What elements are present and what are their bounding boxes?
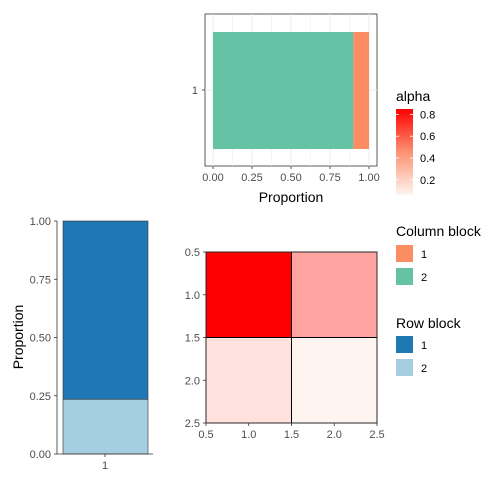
top-x-tick-label: 0.25	[241, 172, 262, 184]
alpha-tick-label: 0.4	[420, 153, 435, 165]
left-bars	[62, 220, 149, 455]
column-block-legend-title: Column block	[396, 223, 482, 239]
heatmap-y-tick-label: 1.5	[185, 333, 200, 345]
heatmap-x-tick-label: 2.5	[369, 429, 384, 441]
top-x-tick-label: 0.50	[280, 172, 301, 184]
left-y-axis-title: Proportion	[10, 305, 26, 370]
heatmap-x-tick-label: 0.5	[198, 429, 213, 441]
heatmap-cells	[205, 251, 378, 424]
row-block-legend-title: Row block	[396, 315, 462, 331]
heatmap-cell-r2-c1	[205, 337, 292, 424]
left-bar-chart: 0.00 0.25 0.50 0.75 1.00 1 Proportion	[10, 216, 153, 472]
heatmap-x-tick-label: 1.0	[241, 429, 256, 441]
heatmap-cell-r1-c2	[291, 251, 378, 338]
alpha-colorbar	[396, 109, 413, 195]
heatmap-cell-r2-c2	[291, 337, 378, 424]
heatmap-y-tick-label: 1.0	[185, 290, 200, 302]
alpha-legend-ticks: 0.8 0.6 0.4 0.2	[396, 109, 435, 187]
heatmap-cell-r1-c1	[205, 251, 292, 338]
left-y-tick-label: 0.25	[30, 391, 51, 403]
row-block-legend-swatch-2	[396, 359, 413, 376]
row-block-legend: Row block 12	[396, 315, 462, 376]
row-block-legend-swatch-1	[396, 336, 413, 353]
row-block-legend-label-1: 1	[421, 340, 427, 352]
heatmap-x-tick-label: 2.0	[327, 429, 342, 441]
top-y-ticks: 1	[192, 85, 205, 97]
top-bar-segment-2	[213, 32, 354, 149]
alpha-tick-label: 0.2	[420, 175, 435, 187]
left-y-ticks: 0.00 0.25 0.50 0.75 1.00	[30, 216, 57, 461]
column-block-legend-label-2: 2	[421, 272, 427, 284]
heatmap-x-tick-label: 1.5	[284, 429, 299, 441]
heatmap-y-ticks: 0.5 1.0 1.5 2.0 2.5	[185, 247, 206, 430]
alpha-legend: alpha 0.8 0.6 0.4 0.2	[396, 88, 435, 195]
top-x-tick-label: 0.75	[319, 172, 340, 184]
heatmap: 0.5 1.0 1.5 2.0 2.5 0.5 1.0 1.5 2.0 2.5	[185, 247, 385, 441]
heatmap-y-tick-label: 2.0	[185, 375, 200, 387]
left-y-tick-label: 1.00	[30, 216, 51, 228]
column-block-legend: Column block 12	[396, 223, 482, 285]
left-y-tick-label: 0.75	[30, 274, 51, 286]
left-x-tick-label: 1	[102, 460, 108, 472]
top-y-tick-label: 1	[192, 85, 198, 97]
top-x-tick-label: 1.00	[358, 172, 379, 184]
top-bars	[213, 32, 369, 149]
alpha-tick-label: 0.6	[420, 131, 435, 143]
left-y-tick-label: 0.00	[30, 449, 51, 461]
left-x-ticks: 1	[102, 454, 108, 472]
alpha-tick-label: 0.8	[420, 109, 435, 121]
column-block-legend-swatch-2	[396, 268, 413, 285]
column-block-legend-items: 12	[396, 245, 427, 285]
column-block-legend-swatch-1	[396, 245, 413, 262]
heatmap-y-tick-label: 0.5	[185, 247, 200, 259]
heatmap-x-ticks: 0.5 1.0 1.5 2.0 2.5	[198, 423, 385, 441]
left-y-tick-label: 0.50	[30, 333, 51, 345]
top-x-ticks: 0.00 0.25 0.50 0.75 1.00	[202, 166, 380, 184]
left-bar-segment-2	[62, 398, 149, 455]
left-bar-segment-1	[62, 220, 149, 400]
top-x-axis-title: Proportion	[259, 189, 324, 205]
alpha-legend-title: alpha	[396, 88, 430, 104]
row-block-legend-items: 12	[396, 336, 427, 376]
top-bar-chart: 0.00 0.25 0.50 0.75 1.00 1 Proportion	[192, 13, 380, 205]
top-x-tick-label: 0.00	[202, 172, 223, 184]
row-block-legend-label-2: 2	[421, 363, 427, 375]
column-block-legend-label-1: 1	[421, 249, 427, 261]
heatmap-y-tick-label: 2.5	[185, 418, 200, 430]
top-bar-segment-1	[353, 32, 369, 149]
